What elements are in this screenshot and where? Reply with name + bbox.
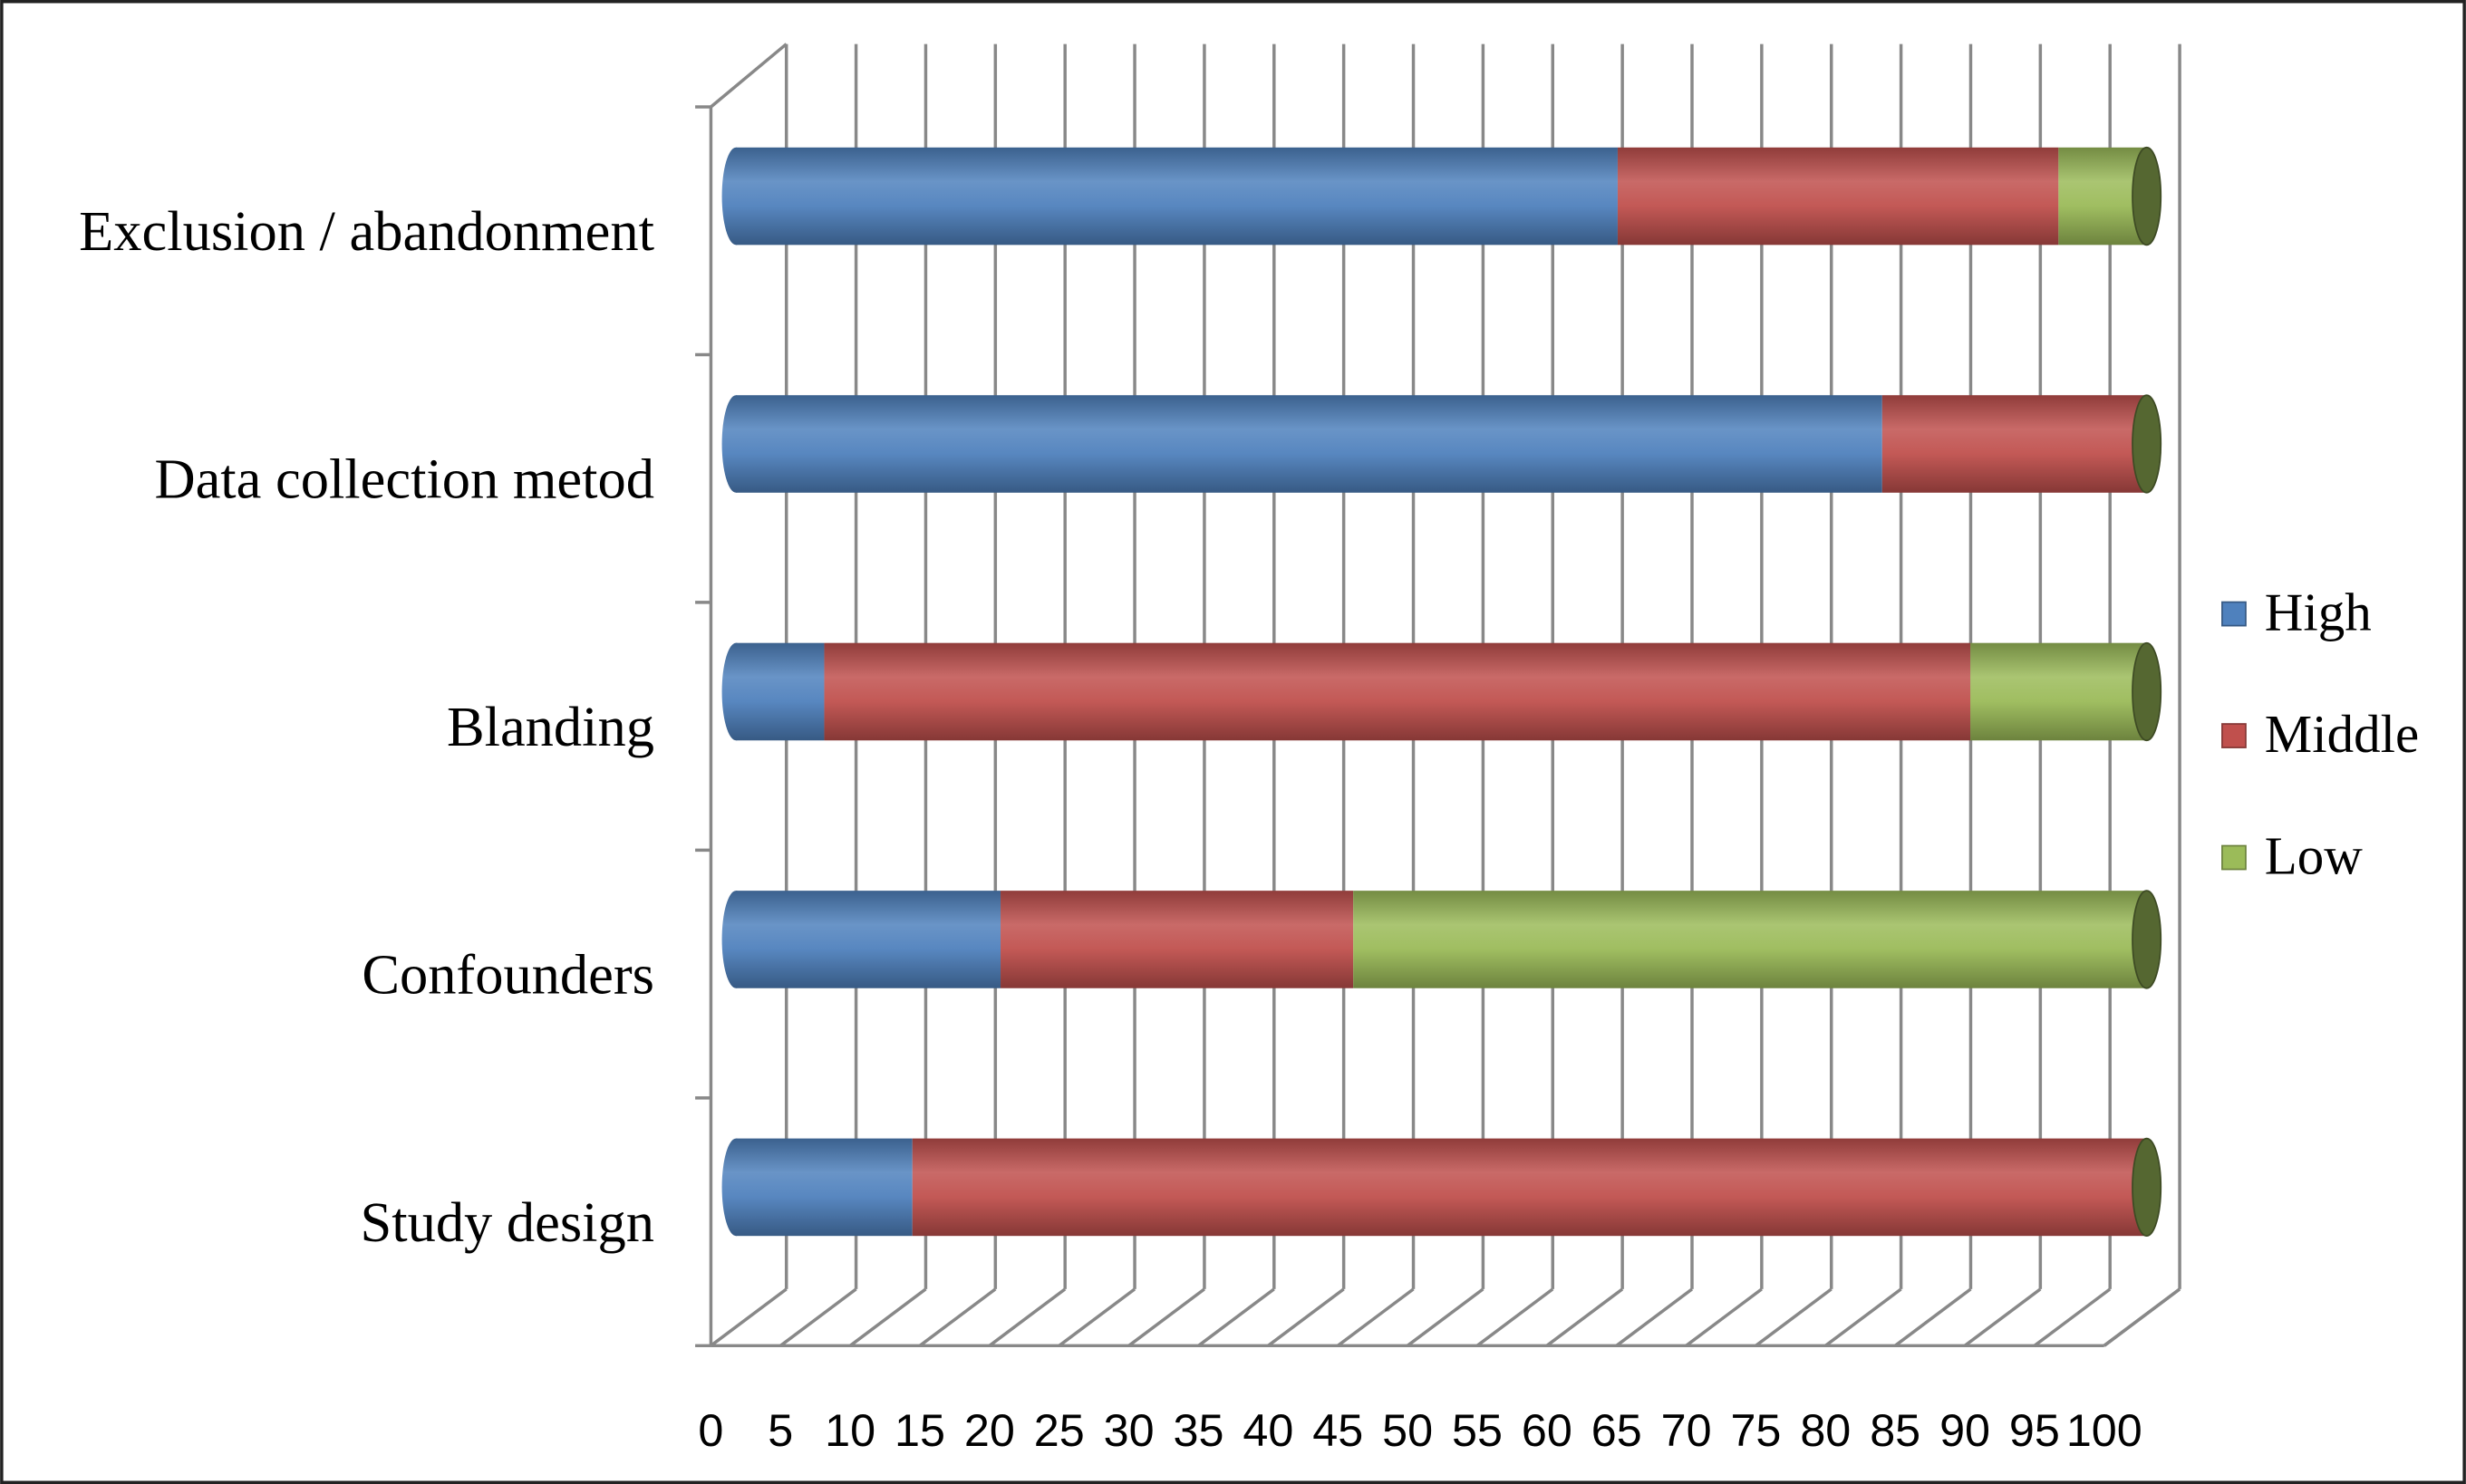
grid-line: [1824, 1287, 1902, 1347]
legend-label: High: [2265, 582, 2372, 641]
grid-line: [1407, 1287, 1484, 1347]
x-tick-label: 80: [1800, 1404, 1851, 1456]
bar-segment: [824, 642, 1971, 741]
legend-label: Low: [2265, 825, 2364, 885]
x-tick-label: 25: [1034, 1404, 1085, 1456]
x-tick-label: 75: [1730, 1404, 1781, 1456]
bar-segment: [1970, 642, 2147, 741]
category-label: Data collection metod: [154, 447, 653, 510]
grid-line: [988, 1287, 1067, 1347]
grid-line: [2033, 1287, 2112, 1347]
grid-line: [1337, 1287, 1415, 1347]
grid-line: [849, 1287, 927, 1347]
legend-label: Middle: [2265, 704, 2419, 764]
grid-line: [1755, 1287, 1833, 1347]
bar-cap: [2132, 394, 2162, 494]
x-tick-label: 35: [1174, 1404, 1224, 1456]
bar-segment: [912, 1138, 2147, 1237]
x-tick-label: 65: [1591, 1404, 1642, 1456]
legend-swatch: [2221, 844, 2247, 871]
grid-line: [1615, 1287, 1694, 1347]
grid-line: [779, 1287, 857, 1347]
x-tick-label: 100: [2066, 1404, 2142, 1456]
grid-line: [1127, 1287, 1205, 1347]
x-tick-label: 85: [1870, 1404, 1920, 1456]
bar-segment: [1617, 147, 2059, 246]
x-tick-label: 40: [1243, 1404, 1293, 1456]
bar-segment: [736, 147, 1618, 246]
bar-cap: [2132, 146, 2162, 246]
bar-segment: [1881, 395, 2147, 493]
grid-line: [1685, 1287, 1763, 1347]
x-tick-label: 30: [1104, 1404, 1155, 1456]
grid-line: [1197, 1287, 1275, 1347]
x-tick-label: 50: [1382, 1404, 1433, 1456]
category-label: Exclusion / abandonment: [79, 199, 654, 263]
x-tick-label: 10: [825, 1404, 875, 1456]
x-tick-label: 45: [1312, 1404, 1363, 1456]
legend-swatch: [2221, 601, 2247, 627]
x-tick-label: 55: [1452, 1404, 1503, 1456]
axis-line: [710, 43, 788, 109]
bar-segment: [736, 1138, 913, 1237]
x-tick-label: 70: [1661, 1404, 1712, 1456]
category-label: Confounders: [362, 942, 654, 1006]
x-tick-label: 60: [1522, 1404, 1572, 1456]
bar-segment: [736, 395, 1882, 493]
grid-line: [1475, 1287, 1554, 1347]
grid-line: [1545, 1287, 1624, 1347]
grid-line: [710, 1287, 788, 1347]
x-tick-label: 0: [698, 1404, 723, 1456]
x-tick-label: 5: [768, 1404, 793, 1456]
x-tick-label: 90: [1939, 1404, 1990, 1456]
bar-segment: [736, 642, 825, 741]
grid-line: [1894, 1287, 1972, 1347]
grid-line: [2103, 1287, 2181, 1347]
bar-cap: [2132, 1137, 2162, 1238]
grid-line: [918, 1287, 997, 1347]
grid-line: [1964, 1287, 2042, 1347]
bar-segment: [1353, 891, 2147, 988]
category-label: Blanding: [447, 695, 654, 758]
x-tick-label: 15: [895, 1404, 945, 1456]
grid-line: [1058, 1287, 1136, 1347]
x-tick-label: 20: [964, 1404, 1015, 1456]
x-tick-label: 95: [2009, 1404, 2060, 1456]
legend-swatch: [2221, 723, 2247, 748]
category-label: Study design: [361, 1190, 654, 1254]
grid-line: [1267, 1287, 1345, 1347]
bar-segment: [1001, 891, 1354, 988]
bar-cap: [2132, 890, 2162, 989]
bar-cap: [2132, 641, 2162, 742]
bar-segment: [736, 891, 1001, 988]
